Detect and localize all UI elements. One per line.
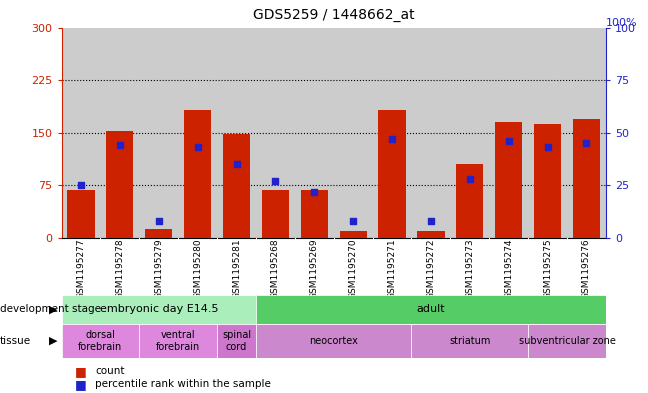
Text: percentile rank within the sample: percentile rank within the sample — [95, 379, 271, 389]
Bar — [301, 190, 328, 238]
Text: neocortex: neocortex — [309, 336, 358, 346]
Bar — [450, 28, 489, 238]
Bar — [567, 28, 606, 238]
Bar — [139, 324, 217, 358]
Bar — [489, 28, 528, 238]
Text: striatum: striatum — [449, 336, 491, 346]
Text: GSM1195280: GSM1195280 — [193, 239, 202, 299]
Bar — [106, 130, 133, 238]
Bar — [139, 28, 178, 238]
Text: embryonic day E14.5: embryonic day E14.5 — [100, 305, 218, 314]
Text: GSM1195273: GSM1195273 — [465, 239, 474, 299]
Bar — [145, 230, 172, 238]
Point — [115, 142, 125, 149]
Text: 100%: 100% — [606, 18, 638, 28]
Bar — [411, 28, 450, 238]
Bar — [528, 324, 606, 358]
Point — [76, 182, 86, 188]
Text: adult: adult — [417, 305, 445, 314]
Text: GSM1195272: GSM1195272 — [426, 239, 435, 299]
Bar — [256, 295, 606, 324]
Bar — [256, 28, 295, 238]
Bar — [495, 122, 522, 238]
Text: GSM1195277: GSM1195277 — [76, 239, 86, 299]
Point — [503, 138, 514, 144]
Text: tissue: tissue — [0, 336, 31, 346]
Text: GSM1195281: GSM1195281 — [232, 239, 241, 299]
Bar — [217, 28, 256, 238]
Point — [426, 218, 436, 224]
Bar — [340, 231, 367, 238]
Text: spinal
cord: spinal cord — [222, 330, 251, 352]
Bar — [223, 134, 250, 238]
Bar — [456, 164, 483, 238]
Text: development stage: development stage — [0, 304, 101, 314]
Title: GDS5259 / 1448662_at: GDS5259 / 1448662_at — [253, 8, 415, 22]
Bar — [295, 28, 334, 238]
Text: ▶: ▶ — [49, 336, 57, 346]
Text: GSM1195270: GSM1195270 — [349, 239, 358, 299]
Bar — [178, 28, 217, 238]
Point — [154, 218, 164, 224]
Bar — [67, 190, 95, 238]
Bar — [334, 28, 373, 238]
Point — [387, 136, 397, 142]
Bar — [62, 28, 100, 238]
Point — [309, 188, 319, 195]
Bar — [100, 28, 139, 238]
Text: GSM1195271: GSM1195271 — [388, 239, 397, 299]
Bar — [417, 231, 445, 238]
Text: GSM1195274: GSM1195274 — [504, 239, 513, 299]
Bar — [411, 324, 528, 358]
Bar — [534, 123, 561, 238]
Point — [542, 144, 553, 151]
Bar — [262, 190, 289, 238]
Point — [231, 161, 242, 167]
Text: GSM1195275: GSM1195275 — [543, 239, 552, 299]
Text: GSM1195268: GSM1195268 — [271, 239, 280, 299]
Text: ■: ■ — [75, 378, 86, 391]
Text: GSM1195276: GSM1195276 — [582, 239, 591, 299]
Point — [270, 178, 281, 184]
Bar — [62, 324, 139, 358]
Text: subventricular zone: subventricular zone — [518, 336, 616, 346]
Bar — [373, 28, 411, 238]
Text: dorsal
forebrain: dorsal forebrain — [78, 330, 122, 352]
Bar — [378, 110, 406, 238]
Text: ■: ■ — [75, 365, 86, 378]
Point — [192, 144, 203, 151]
Text: GSM1195279: GSM1195279 — [154, 239, 163, 299]
Text: GSM1195269: GSM1195269 — [310, 239, 319, 299]
Bar — [528, 28, 567, 238]
Bar — [217, 324, 256, 358]
Bar — [184, 110, 211, 238]
Point — [348, 218, 358, 224]
Text: ventral
forebrain: ventral forebrain — [156, 330, 200, 352]
Bar — [573, 119, 600, 238]
Point — [581, 140, 592, 146]
Bar — [256, 324, 411, 358]
Text: ▶: ▶ — [49, 304, 57, 314]
Bar — [62, 295, 256, 324]
Point — [465, 176, 475, 182]
Text: count: count — [95, 366, 125, 376]
Text: GSM1195278: GSM1195278 — [115, 239, 124, 299]
